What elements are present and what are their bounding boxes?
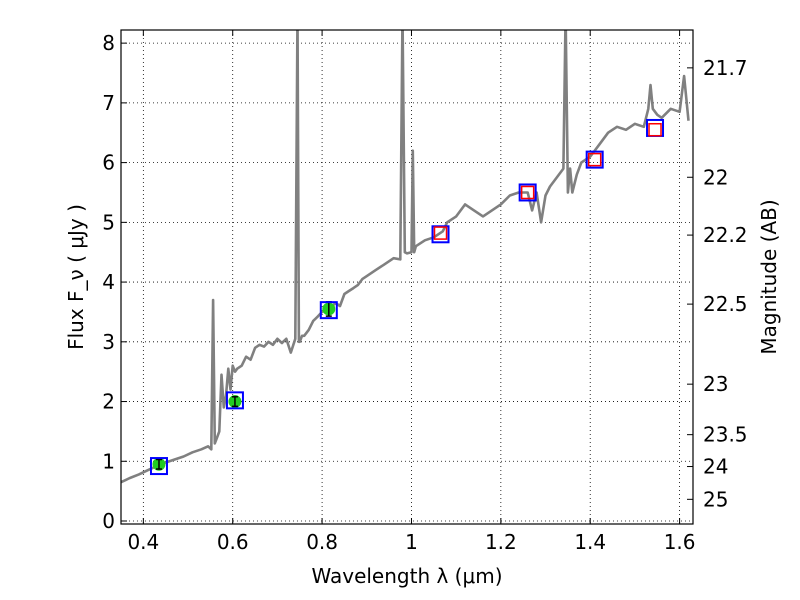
- x-axis-title: Wavelength λ (μm): [311, 564, 502, 588]
- spectrum-line: [121, 30, 690, 484]
- model-square-red: [520, 185, 535, 200]
- model-square-blue: [225, 391, 244, 410]
- y-tick-label: 5: [102, 210, 115, 234]
- magnitude-tick-label: 25: [703, 487, 728, 511]
- model-square-red: [587, 152, 602, 167]
- x-ticks: 0.4 0.6 0.8 1 1.2 1.4 1.6: [127, 30, 696, 554]
- model-square-red: [433, 226, 448, 240]
- y-axis-title: Flux F_ν ( μJy ): [64, 204, 88, 350]
- model-square-blue: [149, 457, 168, 476]
- points-layer: [149, 118, 665, 476]
- y-ticks: 0 1 2 3 4 5 6 7 8: [102, 31, 127, 533]
- spectrum-layer: [121, 30, 690, 484]
- grid: [121, 30, 693, 524]
- y-tick-label: 4: [102, 270, 115, 294]
- x-tick-label: 1: [405, 530, 418, 554]
- y-tick-label: 0: [102, 509, 115, 533]
- y-tick-label: 7: [102, 91, 115, 115]
- magnitude-axis-title: Magnitude (AB): [757, 199, 781, 354]
- magnitude-ticks: 21.7 22 22.2 22.5 23 23.5 24 25: [687, 56, 748, 511]
- x-tick-label: 1.6: [664, 530, 696, 554]
- x-tick-label: 0.4: [127, 530, 159, 554]
- model-square-blue: [431, 225, 450, 244]
- magnitude-tick-label: 23: [703, 372, 728, 396]
- x-tick-label: 0.8: [306, 530, 338, 554]
- y-tick-label: 3: [102, 330, 115, 354]
- x-tick-label: 1.2: [485, 530, 517, 554]
- y-tick-label: 2: [102, 390, 115, 414]
- y-tick-label: 8: [102, 31, 115, 55]
- model-square-blue: [319, 301, 338, 320]
- y-tick-label: 6: [102, 151, 115, 175]
- model-square-red: [648, 123, 662, 137]
- x-tick-label: 1.4: [574, 530, 606, 554]
- magnitude-tick-label: 22: [703, 165, 728, 189]
- x-tick-label: 0.6: [217, 530, 249, 554]
- magnitude-tick-label: 21.7: [703, 56, 748, 80]
- magnitude-tick-label: 23.5: [703, 423, 748, 447]
- magnitude-tick-label: 22.2: [703, 223, 748, 247]
- model-square-blue: [585, 150, 604, 169]
- model-square-blue: [518, 183, 537, 202]
- magnitude-tick-label: 24: [703, 455, 728, 479]
- plot-frame: [120, 29, 694, 525]
- magnitude-tick-label: 22.5: [703, 292, 748, 316]
- y-tick-label: 1: [102, 449, 115, 473]
